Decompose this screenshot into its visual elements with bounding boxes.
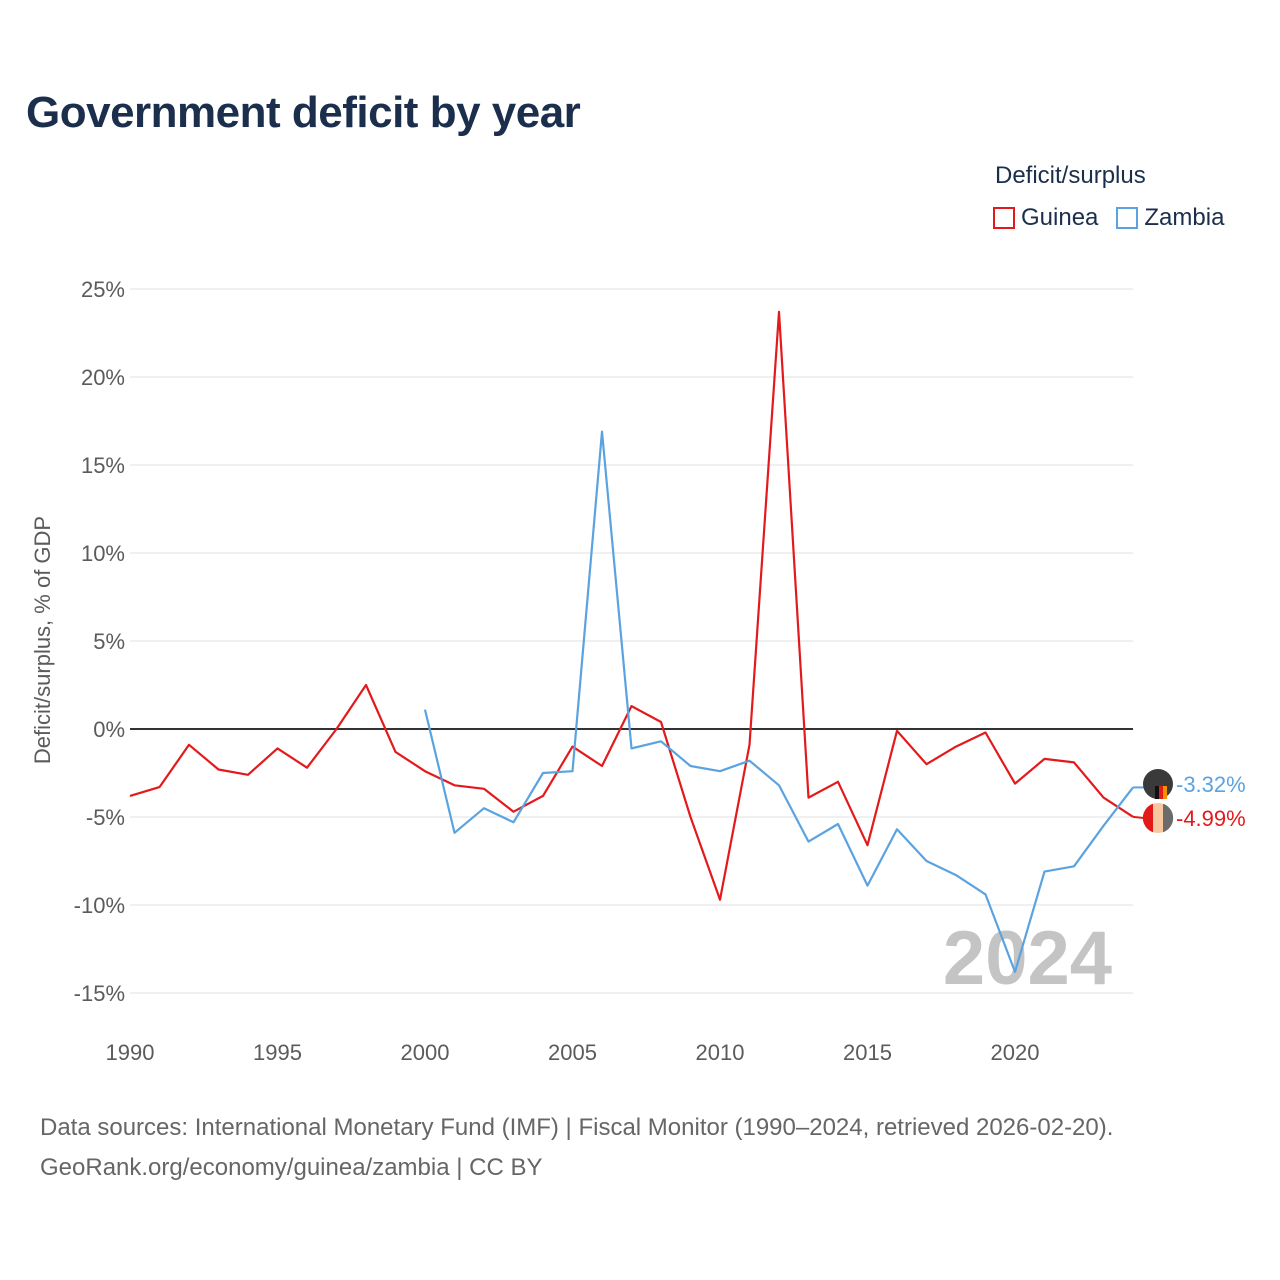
y-tick-label: -5% bbox=[86, 805, 125, 830]
legend: Guinea Zambia bbox=[993, 204, 1242, 232]
series-line-guinea bbox=[129, 310, 1134, 901]
page-title: Government deficit by year bbox=[26, 88, 581, 137]
guinea-end-label: -4.99% bbox=[1176, 806, 1246, 831]
guinea-flag-right bbox=[1163, 803, 1174, 833]
y-tick-label: 25% bbox=[81, 277, 125, 302]
x-tick-label: 2010 bbox=[696, 1040, 745, 1065]
series-line-zambia bbox=[423, 430, 1134, 974]
data-sources: Data sources: International Monetary Fun… bbox=[40, 1108, 1113, 1188]
y-axis-label: Deficit/surplus, % of GDP bbox=[30, 516, 55, 764]
y-tick-label: 10% bbox=[81, 541, 125, 566]
x-axis-ticks: 1990 1995 2000 2005 2010 2015 2020 bbox=[106, 1040, 1040, 1065]
x-tick-label: 2000 bbox=[401, 1040, 450, 1065]
y-tick-label: 5% bbox=[93, 629, 125, 654]
sources-line-1: Data sources: International Monetary Fun… bbox=[40, 1114, 1114, 1141]
zambia-flag-stripe-orange bbox=[1163, 786, 1167, 799]
legend-swatch-zambia bbox=[1116, 207, 1139, 229]
zambia-flag-stripe-black bbox=[1155, 786, 1159, 799]
zambia-end-label: -3.32% bbox=[1176, 772, 1246, 797]
y-tick-label: 20% bbox=[81, 365, 125, 390]
guinea-flag-icon bbox=[1132, 803, 1174, 833]
legend-label-zambia: Zambia bbox=[1144, 204, 1225, 231]
legend-item-guinea[interactable]: Guinea bbox=[993, 204, 1098, 232]
legend-swatch-guinea bbox=[993, 207, 1015, 229]
x-tick-label: 1995 bbox=[253, 1040, 302, 1065]
x-tick-label: 2005 bbox=[548, 1040, 597, 1065]
sources-line-2[interactable]: GeoRank.org/economy/guinea/zambia | CC B… bbox=[40, 1154, 543, 1181]
zambia-flag-icon bbox=[1133, 769, 1173, 799]
end-markers: -3.32% -4.99% bbox=[1132, 769, 1246, 833]
y-tick-label: 0% bbox=[93, 717, 125, 742]
y-axis-ticks: 25% 20% 15% 10% 5% 0% -5% -10% -15% bbox=[74, 277, 125, 1006]
series-lines bbox=[129, 310, 1134, 974]
legend-item-zambia[interactable]: Zambia bbox=[1116, 204, 1224, 232]
legend-label-guinea: Guinea bbox=[1021, 204, 1099, 231]
y-tick-label: -10% bbox=[74, 893, 125, 918]
x-tick-label: 2015 bbox=[843, 1040, 892, 1065]
legend-title: Deficit/surplus bbox=[995, 162, 1146, 189]
y-tick-label: -15% bbox=[74, 981, 125, 1006]
guinea-end-connector bbox=[1132, 815, 1145, 819]
y-tick-label: 15% bbox=[81, 453, 125, 478]
gridlines bbox=[130, 288, 1133, 994]
x-tick-label: 1990 bbox=[106, 1040, 155, 1065]
x-tick-label: 2020 bbox=[991, 1040, 1040, 1065]
guinea-flag-left bbox=[1142, 803, 1153, 833]
zambia-flag-stripe-red bbox=[1159, 786, 1163, 799]
